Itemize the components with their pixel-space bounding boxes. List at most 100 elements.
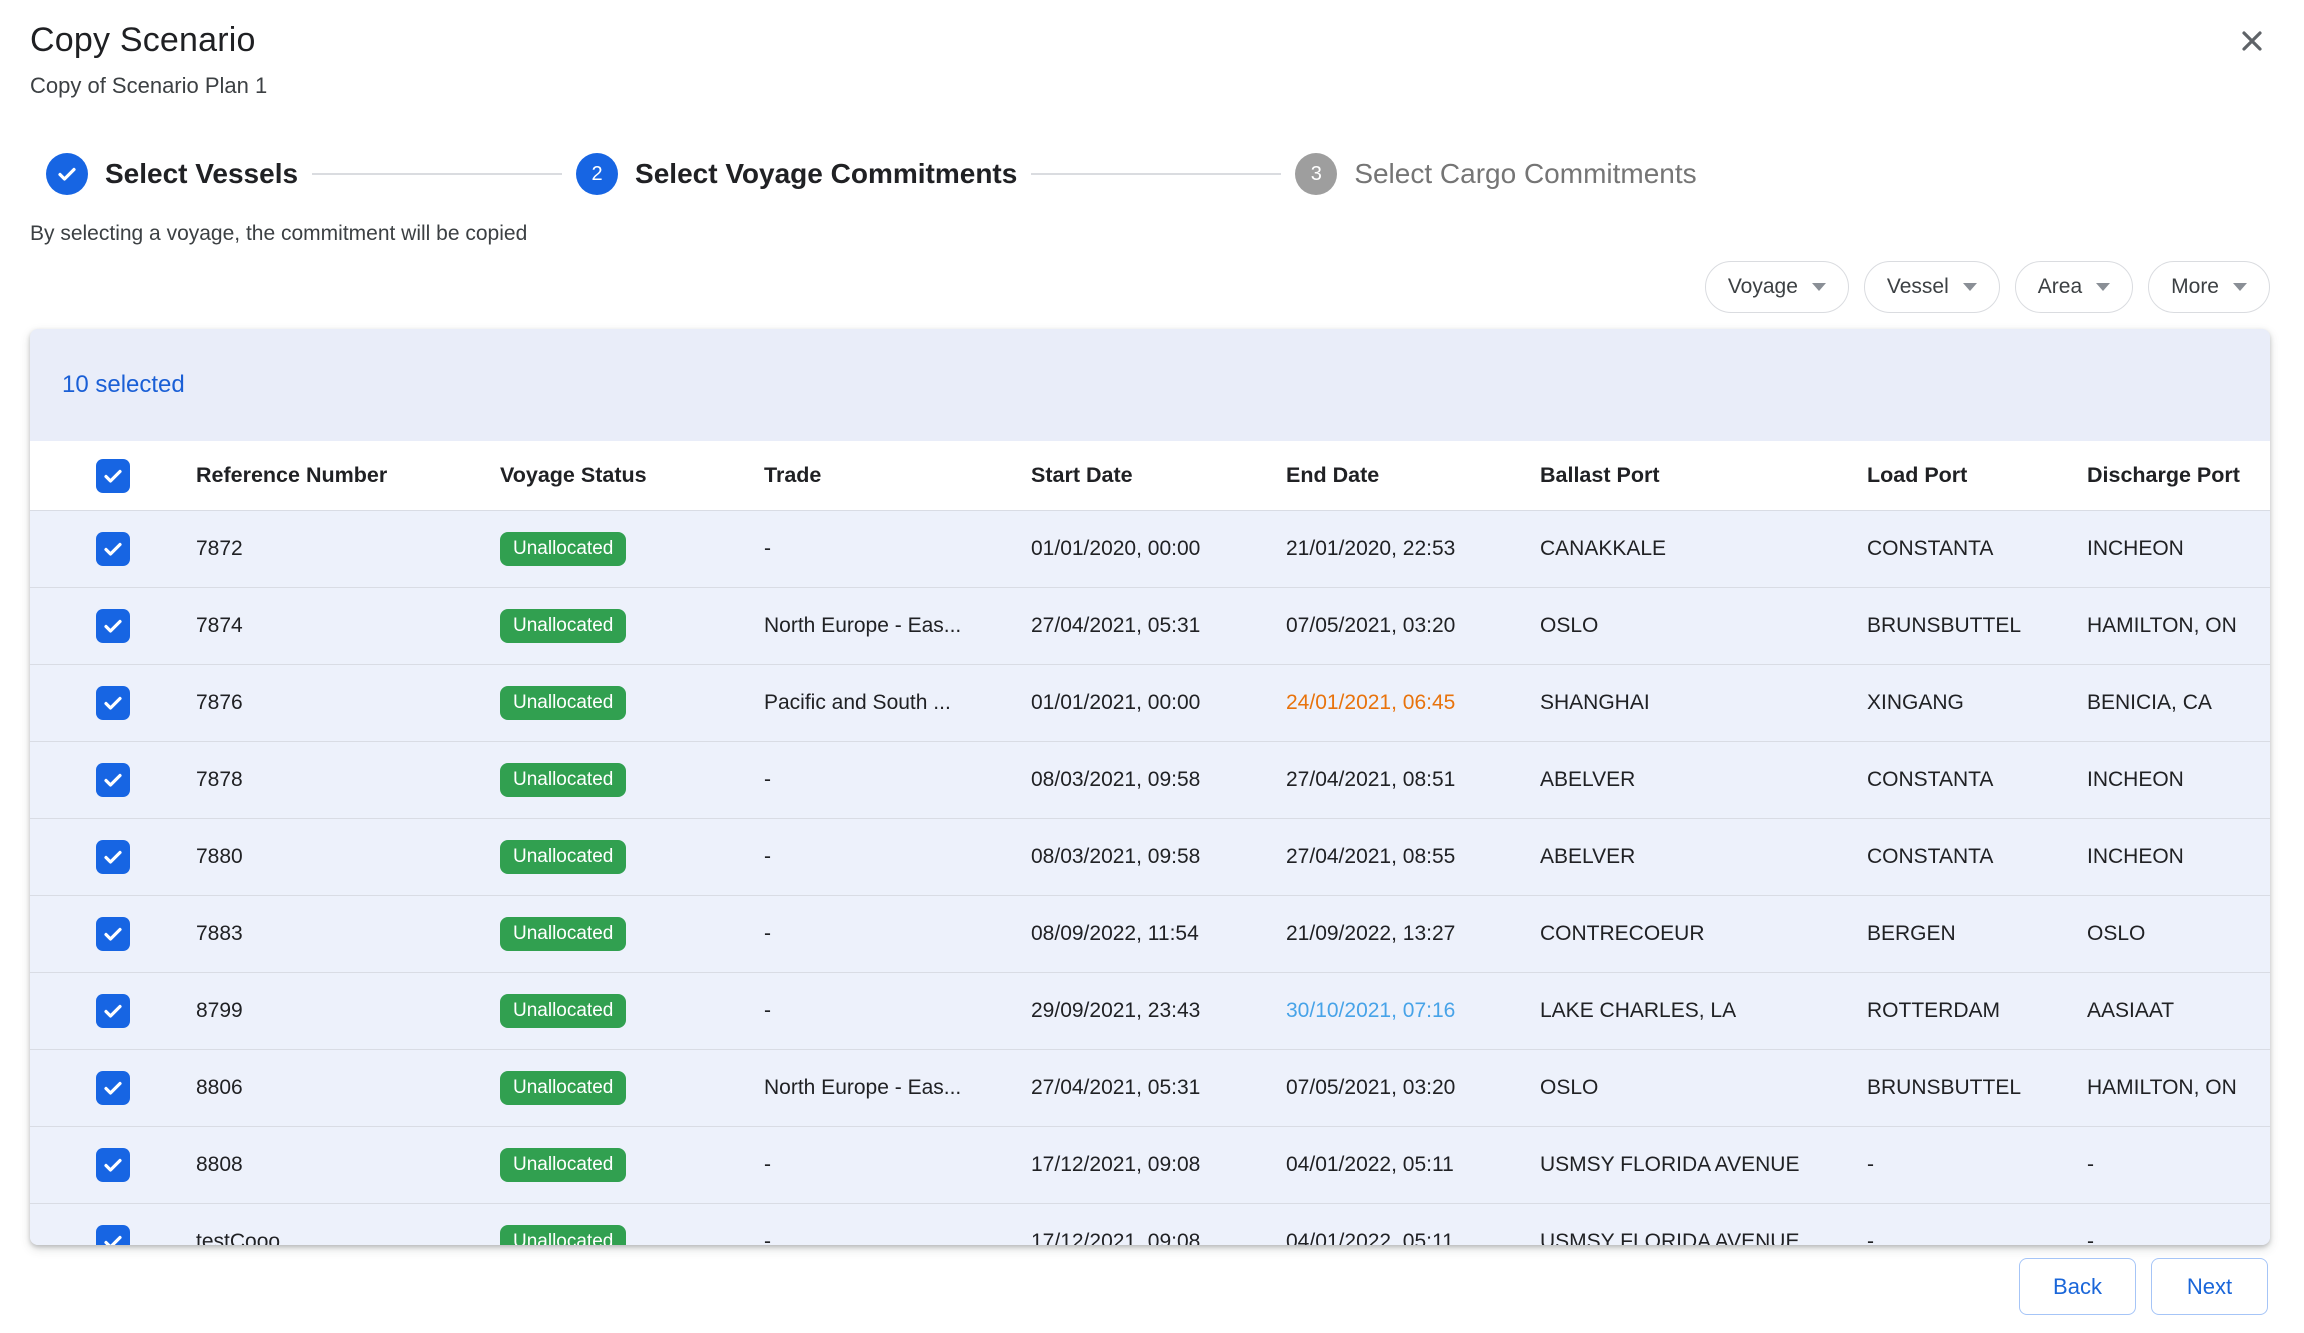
status-badge: Unallocated — [500, 1148, 627, 1182]
chevron-down-icon — [2233, 283, 2247, 291]
cell-end-date: 04/01/2022, 05:11 — [1286, 1153, 1454, 1176]
cell-voyage-status: Unallocated — [500, 1225, 764, 1245]
column-header-load-port: Load Port — [1867, 463, 1968, 487]
cell-end-date: 27/04/2021, 08:55 — [1286, 845, 1456, 868]
cell-end-date: 27/04/2021, 08:51 — [1286, 768, 1456, 791]
filter-bar: Voyage Vessel Area More — [0, 261, 2304, 313]
filter-area-dropdown[interactable]: Area — [2014, 261, 2134, 313]
cell-discharge-port: - — [2087, 1153, 2094, 1176]
cell-trade: - — [764, 1230, 771, 1245]
cell-end-date: 24/01/2021, 06:45 — [1286, 691, 1456, 714]
status-badge: Unallocated — [500, 994, 627, 1028]
row-checkbox[interactable] — [96, 763, 130, 797]
step-select-cargo-commitments[interactable]: 3 Select Cargo Commitments — [1295, 153, 1697, 195]
status-badge: Unallocated — [500, 1071, 627, 1105]
cell-voyage-status: Unallocated — [500, 763, 764, 797]
cell-voyage-status: Unallocated — [500, 994, 764, 1028]
table-row: testCooo Unallocated - 17/12/2021, 09:08… — [30, 1204, 2270, 1245]
back-button[interactable]: Back — [2019, 1258, 2136, 1315]
cell-reference-number: 7883 — [196, 922, 243, 945]
cell-ballast-port: CANAKKALE — [1540, 537, 1667, 560]
cell-ballast-port: LAKE CHARLES, LA — [1540, 999, 1737, 1022]
row-checkbox[interactable] — [96, 1225, 130, 1245]
step-completed-check-icon — [46, 153, 88, 195]
cell-ballast-port: ABELVER — [1540, 845, 1636, 868]
table-body: 7872 Unallocated - 01/01/2020, 00:00 21/… — [30, 511, 2270, 1245]
filter-label: Voyage — [1727, 275, 1798, 298]
cell-load-port: CONSTANTA — [1867, 537, 1994, 560]
select-all-checkbox[interactable] — [96, 458, 130, 493]
status-badge: Unallocated — [500, 917, 627, 951]
row-checkbox[interactable] — [96, 609, 130, 643]
cell-discharge-port: - — [2087, 1230, 2094, 1245]
row-checkbox[interactable] — [96, 917, 130, 951]
step-select-voyage-commitments[interactable]: 2 Select Voyage Commitments — [576, 153, 1017, 195]
table-row: 7880 Unallocated - 08/03/2021, 09:58 27/… — [30, 819, 2270, 896]
cell-trade: - — [764, 1153, 771, 1176]
cell-voyage-status: Unallocated — [500, 840, 764, 874]
table-row: 7872 Unallocated - 01/01/2020, 00:00 21/… — [30, 511, 2270, 588]
cell-trade: Pacific and South ... — [764, 691, 951, 714]
cell-trade: - — [764, 768, 771, 791]
status-badge: Unallocated — [500, 763, 627, 797]
cell-load-port: CONSTANTA — [1867, 845, 1994, 868]
selection-toolbar: 10 selected — [30, 329, 2270, 441]
cell-trade: - — [764, 922, 771, 945]
filter-voyage-dropdown[interactable]: Voyage — [1704, 261, 1849, 313]
status-badge: Unallocated — [500, 1225, 627, 1245]
step-connector — [1031, 173, 1282, 175]
cell-start-date: 01/01/2021, 00:00 — [1031, 691, 1201, 714]
table-row: 7874 Unallocated North Europe - Eas... 2… — [30, 588, 2270, 665]
cell-ballast-port: OSLO — [1540, 1076, 1599, 1099]
step-connector — [312, 173, 563, 175]
cell-reference-number: 7874 — [196, 614, 243, 637]
voyage-table: 10 selected Reference Number Voyage Stat… — [30, 329, 2270, 1245]
cell-start-date: 08/03/2021, 09:58 — [1031, 845, 1201, 868]
selection-count: 10 selected — [62, 371, 185, 398]
row-checkbox[interactable] — [96, 840, 130, 874]
step-label: Select Vessels — [105, 158, 299, 189]
next-button[interactable]: Next — [2151, 1258, 2268, 1315]
cell-end-date: 04/01/2022, 05:11 — [1286, 1230, 1454, 1245]
column-header-discharge-port: Discharge Port — [2087, 463, 2240, 487]
cell-load-port: - — [1867, 1230, 1874, 1245]
cell-load-port: BRUNSBUTTEL — [1867, 1076, 2022, 1099]
step-select-vessels[interactable]: Select Vessels — [46, 153, 298, 195]
column-header-trade: Trade — [764, 463, 822, 487]
cell-discharge-port: BENICIA, CA — [2087, 691, 2212, 714]
cell-load-port: XINGANG — [1867, 691, 1964, 714]
filter-vessel-dropdown[interactable]: Vessel — [1863, 261, 2000, 313]
cell-discharge-port: INCHEON — [2087, 845, 2184, 868]
status-badge: Unallocated — [500, 686, 627, 720]
table-row: 8806 Unallocated North Europe - Eas... 2… — [30, 1050, 2270, 1127]
cell-reference-number: 7880 — [196, 845, 243, 868]
modal-footer: Back Next — [0, 1258, 2304, 1315]
cell-reference-number: 7872 — [196, 537, 243, 560]
chevron-down-icon — [1962, 283, 1977, 291]
cell-voyage-status: Unallocated — [500, 1071, 764, 1105]
table-row: 7883 Unallocated - 08/09/2022, 11:54 21/… — [30, 896, 2270, 973]
cell-voyage-status: Unallocated — [500, 917, 764, 951]
cell-load-port: BERGEN — [1867, 922, 1956, 945]
filter-more-dropdown[interactable]: More — [2148, 261, 2270, 313]
cell-start-date: 27/04/2021, 05:31 — [1031, 1076, 1201, 1099]
cell-reference-number: 7876 — [196, 691, 243, 714]
cell-start-date: 08/09/2022, 11:54 — [1031, 922, 1199, 945]
row-checkbox[interactable] — [96, 994, 130, 1028]
row-checkbox[interactable] — [96, 686, 130, 720]
cell-ballast-port: SHANGHAI — [1540, 691, 1650, 714]
cell-end-date: 21/01/2020, 22:53 — [1286, 537, 1456, 560]
cell-load-port: BRUNSBUTTEL — [1867, 614, 2022, 637]
page-subtitle: Copy of Scenario Plan 1 — [30, 73, 268, 98]
cell-voyage-status: Unallocated — [500, 1148, 764, 1182]
close-button[interactable] — [2232, 22, 2272, 62]
cell-trade: - — [764, 845, 771, 868]
cell-ballast-port: OSLO — [1540, 614, 1599, 637]
cell-start-date: 08/03/2021, 09:58 — [1031, 768, 1201, 791]
row-checkbox[interactable] — [96, 1148, 130, 1182]
cell-discharge-port: INCHEON — [2087, 537, 2184, 560]
column-header-reference-number: Reference Number — [196, 463, 388, 487]
row-checkbox[interactable] — [96, 532, 130, 566]
cell-ballast-port: USMSY FLORIDA AVENUE — [1540, 1153, 1800, 1176]
row-checkbox[interactable] — [96, 1071, 130, 1105]
